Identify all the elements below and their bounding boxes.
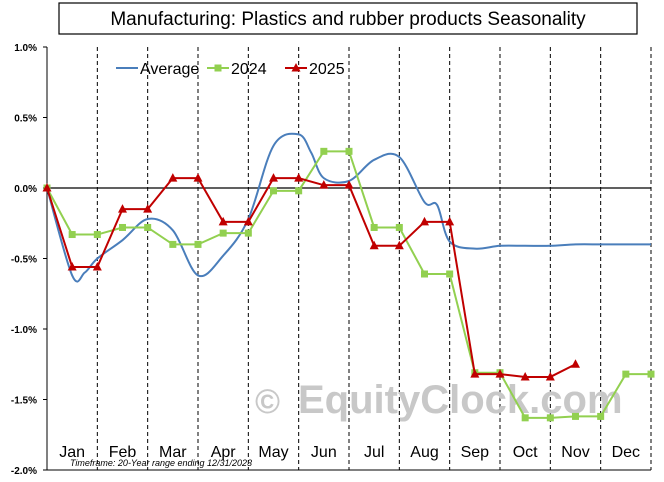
series-2025-point — [92, 261, 102, 271]
x-tick-label: Feb — [109, 444, 137, 461]
series-2024-point — [295, 187, 303, 195]
chart-title-box: Manufacturing: Plastics and rubber produ… — [58, 2, 638, 35]
legend: Average 2024 2025 — [116, 61, 345, 78]
y-axis-ticks: 1.0% 0.5% 0.0% -0.5% -1.0% -1.5% -2.0% — [11, 43, 37, 477]
series-2024-point — [219, 229, 227, 237]
x-tick-label: Dec — [612, 444, 640, 461]
series-2024-point — [144, 223, 152, 231]
series-2024-point — [572, 412, 579, 420]
series-2024-point — [345, 147, 353, 155]
series-2025-point — [545, 371, 555, 381]
x-axis-ticks: Jan Feb Mar Apr May Jun Jul Aug Sep Oct Nov Dec — [59, 444, 640, 461]
series-2025-point — [520, 371, 530, 381]
series-2024-point — [546, 414, 554, 422]
footnote: Timeframe: 20-Year range ending 12/31/20… — [70, 458, 252, 468]
x-tick-label: Jun — [311, 444, 337, 461]
series-2025-point — [218, 216, 228, 226]
x-tick-label: Aug — [410, 444, 438, 461]
legend-2025-label: 2025 — [309, 61, 345, 78]
watermark-text: EquityClock.com — [298, 378, 623, 422]
series-2025-point — [571, 359, 580, 368]
series-2025-point — [193, 173, 203, 182]
x-tick-label: Jul — [364, 444, 384, 461]
watermark: © EquityClock.com — [255, 378, 623, 422]
series-2024-point — [270, 187, 277, 195]
y-tick-label: -1.0% — [11, 325, 37, 336]
x-tick-label: Apr — [211, 444, 237, 461]
series-2024-point — [194, 240, 202, 248]
series-2024-point — [647, 370, 655, 378]
series-2024-point — [119, 223, 126, 231]
x-tick-label: Sep — [461, 444, 490, 461]
y-tick-label: -0.5% — [11, 255, 37, 266]
legend-average-label: Average — [140, 61, 199, 78]
series-2024-point — [93, 231, 101, 239]
x-tick-label: Mar — [159, 444, 187, 461]
x-tick-label: Jan — [59, 444, 85, 461]
series-2024-point — [446, 270, 454, 278]
x-tick-label: May — [258, 444, 288, 461]
series-2025-point — [143, 204, 153, 213]
series-2025-point — [269, 173, 278, 182]
title-frame — [58, 2, 638, 35]
series-2025-point — [344, 180, 354, 189]
chart-title: Manufacturing: Plastics and rubber produ… — [110, 9, 586, 30]
series-2024-point — [395, 223, 403, 231]
series-2024-point — [521, 414, 529, 422]
legend-2025-marker — [291, 63, 301, 72]
series-2025-point — [67, 261, 77, 271]
series-2024-point — [370, 223, 378, 231]
y-tick-label: 0.5% — [14, 114, 37, 125]
series-2025-point — [42, 183, 52, 192]
grid-layer — [43, 46, 652, 471]
series-2024-point — [244, 229, 252, 237]
y-tick-label: 0.0% — [14, 184, 37, 195]
series-2024-point — [68, 231, 76, 239]
y-tick-label: -2.0% — [11, 466, 37, 477]
series-2025-line — [46, 177, 576, 378]
series-average-line — [46, 132, 651, 283]
x-tick-label: Nov — [561, 444, 589, 461]
y-tick-label: 1.0% — [14, 43, 37, 54]
series-2025-point — [445, 216, 455, 226]
series-2025-point — [118, 204, 127, 213]
series-2025-point — [394, 240, 404, 250]
legend-2024-marker — [214, 64, 222, 72]
series-2025-point — [294, 173, 304, 182]
series-2025-point — [243, 216, 253, 226]
series-2025-point — [420, 216, 429, 226]
series-2024-point — [421, 270, 428, 278]
series-2024-point — [320, 147, 328, 155]
y-tick-label: -1.5% — [11, 396, 37, 407]
series-2025-point — [369, 240, 379, 250]
series-2025-point — [495, 369, 505, 378]
series-2024-point — [622, 370, 630, 378]
x-tick-label: Oct — [513, 444, 538, 461]
legend-2024-label: 2024 — [231, 61, 267, 78]
series-2025-point — [319, 180, 329, 189]
series-2024-point — [597, 412, 605, 420]
series-2025-point — [168, 173, 178, 182]
series-2024-point — [169, 240, 177, 248]
series-layer — [42, 132, 655, 422]
series-2025-point — [470, 369, 480, 378]
watermark-copyright-symbol: © — [255, 383, 280, 421]
